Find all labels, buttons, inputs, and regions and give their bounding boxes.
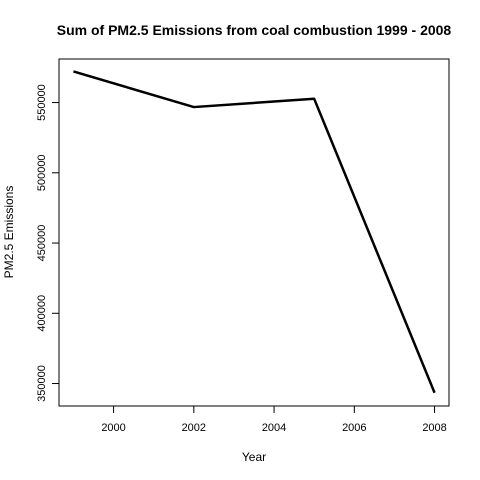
y-tick-label: 350000 [36,365,48,402]
y-axis: 350000 400000 450000 500000 550000 [36,84,60,402]
y-tick-label: 500000 [36,154,48,191]
series-line [73,70,436,394]
x-ticks: 2000 2002 2004 2006 2008 [101,406,447,434]
x-axis-label: Year [242,450,266,464]
y-tick-label: 400000 [36,295,48,332]
y-tick-label: 550000 [36,84,48,121]
x-tick-label: 2004 [262,422,286,434]
x-axis: 2000 2002 2004 2006 2008 [101,405,447,434]
plot-frame [58,58,450,407]
x-tick-label: 2002 [182,422,206,434]
y-axis-label: PM2.5 Emissions [2,186,16,279]
chart-title: Sum of PM2.5 Emissions from coal combust… [57,22,452,38]
series-layer [73,70,436,394]
x-tick-label: 2006 [342,422,366,434]
x-tick-label: 2000 [101,422,125,434]
x-tick-label: 2008 [422,422,446,434]
y-tick-label: 450000 [36,225,48,262]
y-ticks: 350000 400000 450000 500000 550000 [36,84,59,402]
